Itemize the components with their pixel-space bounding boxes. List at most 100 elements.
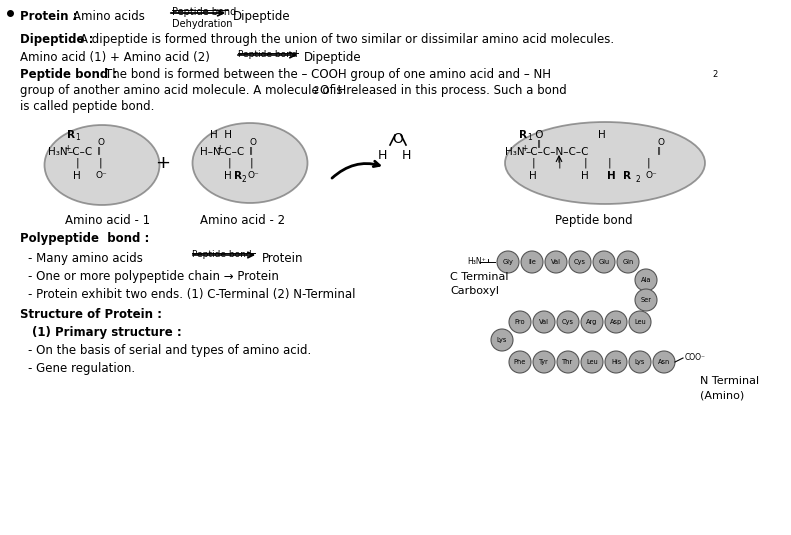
Text: (Amino): (Amino) — [700, 390, 744, 400]
Text: –C–C–N–C–C: –C–C–N–C–C — [525, 147, 589, 157]
Circle shape — [635, 269, 657, 291]
Text: Lys: Lys — [635, 359, 645, 365]
Text: C Terminal: C Terminal — [450, 272, 509, 282]
Text: ∥: ∥ — [537, 138, 541, 147]
Text: Cys: Cys — [562, 319, 574, 325]
Text: 1: 1 — [75, 133, 80, 142]
Text: Lys: Lys — [497, 337, 507, 343]
Text: - On the basis of serial and types of amino acid.: - On the basis of serial and types of am… — [28, 344, 311, 357]
Text: |: | — [249, 158, 253, 169]
Text: ∥: ∥ — [97, 145, 101, 154]
Text: Val: Val — [551, 259, 561, 265]
Text: Cys: Cys — [574, 259, 586, 265]
Text: Peptide bond: Peptide bond — [555, 214, 633, 227]
Text: H: H — [73, 171, 81, 181]
Text: N Terminal: N Terminal — [700, 376, 759, 386]
Text: R: R — [67, 130, 75, 140]
Text: H  H: H H — [210, 130, 232, 140]
Text: - Many amino acids: - Many amino acids — [28, 252, 143, 265]
Text: Amino acid - 1: Amino acid - 1 — [65, 214, 150, 227]
Circle shape — [581, 311, 603, 333]
Text: |: | — [557, 158, 561, 169]
Text: Ser: Ser — [641, 297, 652, 303]
Text: O: O — [532, 130, 543, 140]
Text: Peptide bond: Peptide bond — [192, 250, 252, 259]
Circle shape — [617, 251, 639, 273]
Text: 2: 2 — [242, 175, 247, 184]
Circle shape — [629, 311, 651, 333]
Text: His: His — [611, 359, 621, 365]
Circle shape — [569, 251, 591, 273]
Text: O: O — [657, 138, 664, 147]
Text: ∥: ∥ — [657, 145, 661, 154]
Text: Dehydration: Dehydration — [172, 19, 233, 29]
Text: Asn: Asn — [658, 359, 670, 365]
Text: Thr: Thr — [562, 359, 573, 365]
Text: O is released in this process. Such a bond: O is released in this process. Such a bo… — [320, 84, 566, 97]
Ellipse shape — [505, 122, 705, 204]
Circle shape — [557, 311, 579, 333]
Text: O⁻: O⁻ — [248, 171, 259, 180]
Text: 1: 1 — [527, 133, 532, 142]
Text: O: O — [249, 138, 256, 147]
Ellipse shape — [192, 123, 308, 203]
Text: +: + — [521, 144, 528, 153]
Circle shape — [605, 311, 627, 333]
Text: Val: Val — [539, 319, 549, 325]
Text: |: | — [98, 158, 102, 169]
Text: Arg: Arg — [586, 319, 598, 325]
Text: Tyr: Tyr — [539, 359, 549, 365]
Ellipse shape — [44, 125, 160, 205]
Text: O⁻: O⁻ — [645, 171, 657, 180]
Text: Peptide bond: Peptide bond — [238, 50, 297, 59]
Text: Ala: Ala — [641, 277, 651, 283]
Text: H₃N⁺: H₃N⁺ — [467, 257, 486, 266]
Text: H–N: H–N — [200, 147, 221, 157]
Text: |: | — [583, 158, 587, 169]
Text: ∥: ∥ — [249, 145, 253, 154]
Text: H: H — [529, 171, 537, 181]
Text: R: R — [519, 130, 527, 140]
Circle shape — [533, 311, 555, 333]
Text: O⁻: O⁻ — [96, 171, 108, 180]
Text: A dipeptide is formed through the union of two similar or dissimilar amino acid : A dipeptide is formed through the union … — [80, 33, 614, 46]
Text: Dipeptide: Dipeptide — [304, 51, 361, 64]
Text: Amino acid - 2: Amino acid - 2 — [200, 214, 285, 227]
Text: +: + — [156, 154, 171, 172]
Text: - Gene regulation.: - Gene regulation. — [28, 362, 135, 375]
Text: H: H — [598, 130, 606, 140]
Text: is called peptide bond.: is called peptide bond. — [20, 100, 154, 113]
Text: |: | — [607, 158, 611, 169]
Text: Phe: Phe — [514, 359, 526, 365]
Circle shape — [605, 351, 627, 373]
Text: Ile: Ile — [528, 259, 536, 265]
Text: Gln: Gln — [623, 259, 634, 265]
Text: R: R — [234, 171, 242, 181]
Circle shape — [533, 351, 555, 373]
Text: - Protein exhibit two ends. (1) C-Terminal (2) N-Terminal: - Protein exhibit two ends. (1) C-Termin… — [28, 288, 355, 301]
Text: H: H — [581, 171, 589, 181]
Text: Dipeptide :: Dipeptide : — [20, 33, 93, 46]
Text: COO⁻: COO⁻ — [685, 354, 706, 363]
Circle shape — [635, 289, 657, 311]
Circle shape — [653, 351, 675, 373]
Text: O: O — [97, 138, 104, 147]
Text: Gly: Gly — [502, 259, 513, 265]
Text: H  R: H R — [607, 171, 631, 181]
Text: |: | — [646, 158, 650, 169]
Text: Asp: Asp — [610, 319, 623, 325]
Circle shape — [557, 351, 579, 373]
Text: |: | — [75, 158, 79, 169]
Text: Amino acids: Amino acids — [73, 10, 145, 23]
Circle shape — [509, 311, 531, 333]
Text: H₃N: H₃N — [505, 147, 524, 157]
Text: 2: 2 — [313, 86, 318, 95]
Circle shape — [593, 251, 615, 273]
Text: 2: 2 — [635, 175, 640, 184]
Text: H: H — [224, 171, 232, 181]
Text: H₃N: H₃N — [48, 147, 67, 157]
Circle shape — [545, 251, 567, 273]
Text: Polypeptide  bond :: Polypeptide bond : — [20, 232, 149, 245]
Text: –C–C: –C–C — [220, 147, 245, 157]
Circle shape — [581, 351, 603, 373]
